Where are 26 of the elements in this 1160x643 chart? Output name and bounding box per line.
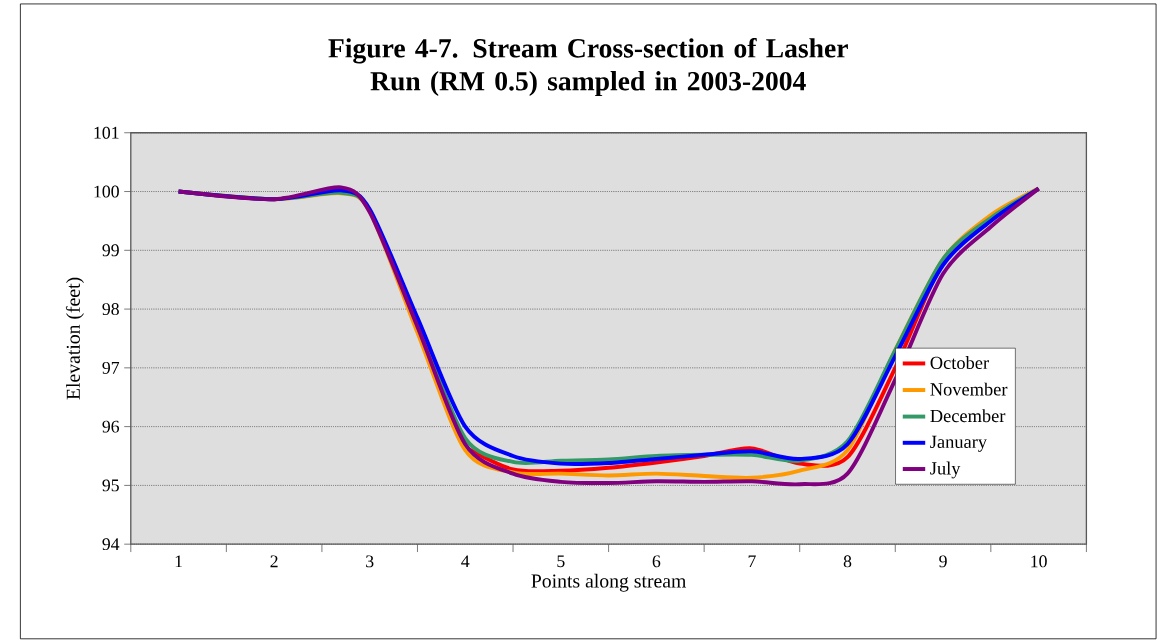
y-tick-label: 100	[94, 185, 119, 198]
x-tick-label: 4	[461, 555, 470, 568]
legend-label: October	[930, 356, 989, 370]
y-tick-label: 99	[102, 244, 119, 257]
x-tick-label: 7	[748, 555, 756, 568]
y-axis-title: Elevation (feet)	[65, 277, 84, 400]
x-tick-label: 2	[270, 555, 278, 568]
x-axis-title: Points along stream	[531, 573, 687, 592]
y-tick-label: 95	[102, 479, 119, 492]
x-tick-label: 1	[175, 555, 182, 568]
x-tick-label: 5	[557, 555, 565, 568]
legend-label: November	[930, 382, 1008, 396]
y-tick-label: 96	[102, 420, 120, 433]
legend-label: July	[930, 461, 961, 479]
x-tick-label: 8	[843, 555, 852, 568]
y-tick-label: 97	[102, 362, 120, 374]
legend-label: January	[930, 435, 987, 452]
legend-label: December	[930, 409, 1006, 423]
y-tick-label: 98	[102, 303, 119, 316]
chart-title: Figure 4-7. Stream Cross-section of Lasher Run (RM 0.5) sampled in 2003-2004	[328, 38, 848, 97]
y-tick-label: 94	[102, 538, 120, 551]
y-tick-label: 101	[94, 126, 119, 139]
x-tick-label: 6	[652, 555, 661, 568]
x-tick-label: 10	[1031, 555, 1047, 568]
x-tick-label: 3	[366, 555, 374, 568]
x-tick-label: 9	[939, 555, 947, 568]
